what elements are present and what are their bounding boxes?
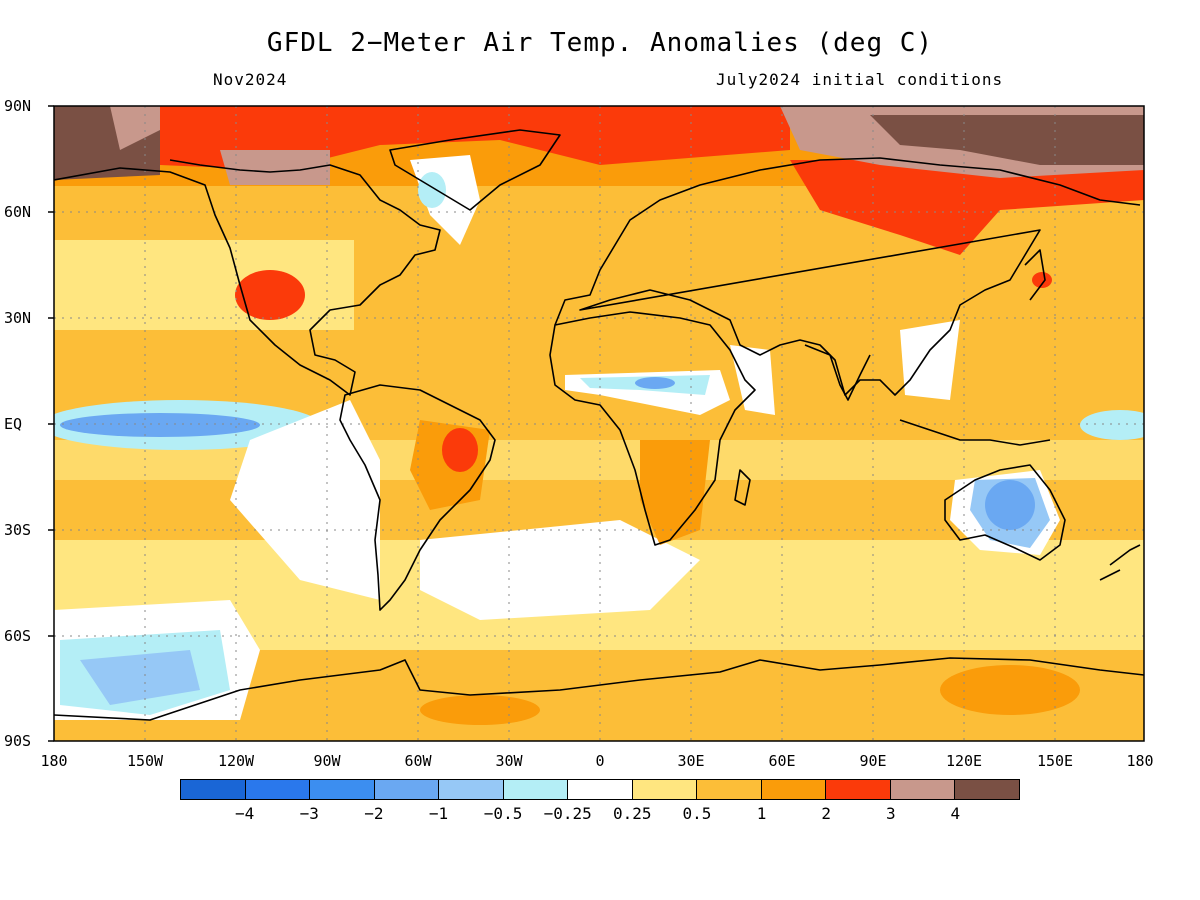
field-canada-extreme — [220, 150, 330, 185]
field-east-arctic-max — [870, 115, 1144, 165]
coast-japan — [1024, 249, 1046, 301]
lat-label-30s: 30S — [4, 521, 32, 539]
field-brazil-very-hot — [442, 428, 478, 472]
lat-label-eq: EQ — [4, 415, 23, 433]
lon-label: 120W — [217, 752, 255, 770]
lon-label: 30E — [677, 752, 705, 770]
field-w-pacific-cool — [1080, 410, 1144, 440]
colorbar-label: −2 — [364, 804, 384, 823]
colorbar-label: 0.25 — [613, 804, 652, 823]
colorbar-swatch — [955, 780, 1019, 799]
field-s-china-neutral — [900, 320, 960, 400]
colorbar-swatch — [374, 780, 440, 799]
field-antarctic-hot2 — [420, 695, 540, 725]
coast-south-america — [339, 384, 496, 611]
field-alaska-band — [110, 106, 160, 150]
field-sahel-cold — [635, 377, 675, 389]
colorbar-swatch — [245, 780, 311, 799]
lat-label-60s: 60S — [4, 627, 32, 645]
lon-label: 60E — [768, 752, 796, 770]
colorbar-label: −0.25 — [543, 804, 592, 823]
colorbar — [180, 779, 1020, 800]
lon-label: 180 — [40, 752, 68, 770]
coast-north-america — [54, 159, 441, 396]
colorbar-swatch — [697, 780, 762, 799]
colorbar-label: 4 — [950, 804, 961, 823]
colorbar-label: 0.5 — [682, 804, 712, 823]
colorbar-label: −4 — [234, 804, 255, 823]
coast-antarctica — [54, 657, 1144, 721]
field-npac-band — [54, 240, 354, 330]
lat-label-60n: 60N — [4, 203, 32, 221]
colorbar-label: −1 — [428, 804, 449, 823]
lon-label: 60W — [404, 752, 432, 770]
colorbar-label: 1 — [756, 804, 767, 823]
coast-madagascar — [734, 469, 751, 506]
field-s-africa-hot — [640, 440, 710, 545]
field-arabia-neutral — [730, 345, 775, 415]
graticule — [54, 106, 1144, 741]
colorbar-swatch — [761, 780, 827, 799]
lat-label-90s: 90S — [4, 732, 32, 750]
field-s-atlantic-neutral — [420, 520, 700, 620]
colorbar-swatch — [632, 780, 698, 799]
forecast-month: Nov2024 — [213, 70, 288, 89]
axis-ticks — [48, 105, 54, 742]
lat-label-30n: 30N — [4, 309, 32, 327]
field-australia-cold — [985, 480, 1035, 530]
lon-label: 90W — [313, 752, 341, 770]
colorbar-swatch — [503, 780, 569, 799]
field-japan-hot — [1032, 272, 1052, 288]
map-title: GFDL 2−Meter Air Temp. Anomalies (deg C) — [266, 28, 934, 58]
colorbar-swatch — [181, 780, 246, 799]
coast-india — [804, 344, 871, 401]
coast-greenland — [389, 129, 561, 211]
colorbar-swatch — [439, 780, 504, 799]
lon-label: 120E — [945, 752, 983, 770]
colorbar-label: −0.5 — [483, 804, 523, 823]
field-e-pacific-neutral — [230, 400, 380, 600]
coastlines — [54, 129, 1144, 721]
initial-conditions: July2024 initial conditions — [716, 70, 1004, 89]
field-s-pacific-cooler — [80, 650, 200, 705]
lon-label: 90E — [859, 752, 887, 770]
lat-label-90n: 90N — [4, 97, 32, 115]
colorbar-label: 3 — [885, 804, 896, 823]
lon-label: 30W — [495, 752, 523, 770]
lon-label: 180 — [1126, 752, 1154, 770]
coast-indonesia — [899, 419, 1051, 446]
field-greenland-cool — [418, 172, 446, 208]
coast-africa — [549, 311, 756, 546]
field-antarctic-hot — [940, 665, 1080, 715]
lon-label: 150W — [126, 752, 164, 770]
colorbar-swatch — [890, 780, 956, 799]
colorbar-swatch — [310, 780, 375, 799]
field-eq-pacific-cold — [60, 413, 260, 437]
colorbar-swatch — [568, 780, 633, 799]
coast-australia — [944, 464, 1066, 561]
colorbar-label: −3 — [299, 804, 319, 823]
coast-eurasia — [554, 157, 1141, 396]
colorbar-label: 2 — [821, 804, 831, 823]
lon-label: 150E — [1036, 752, 1074, 770]
colorbar-swatch — [826, 780, 891, 799]
field-west-us-hot — [235, 270, 305, 320]
coast-new-zealand — [1099, 544, 1141, 581]
lon-label: 0 — [595, 752, 605, 770]
